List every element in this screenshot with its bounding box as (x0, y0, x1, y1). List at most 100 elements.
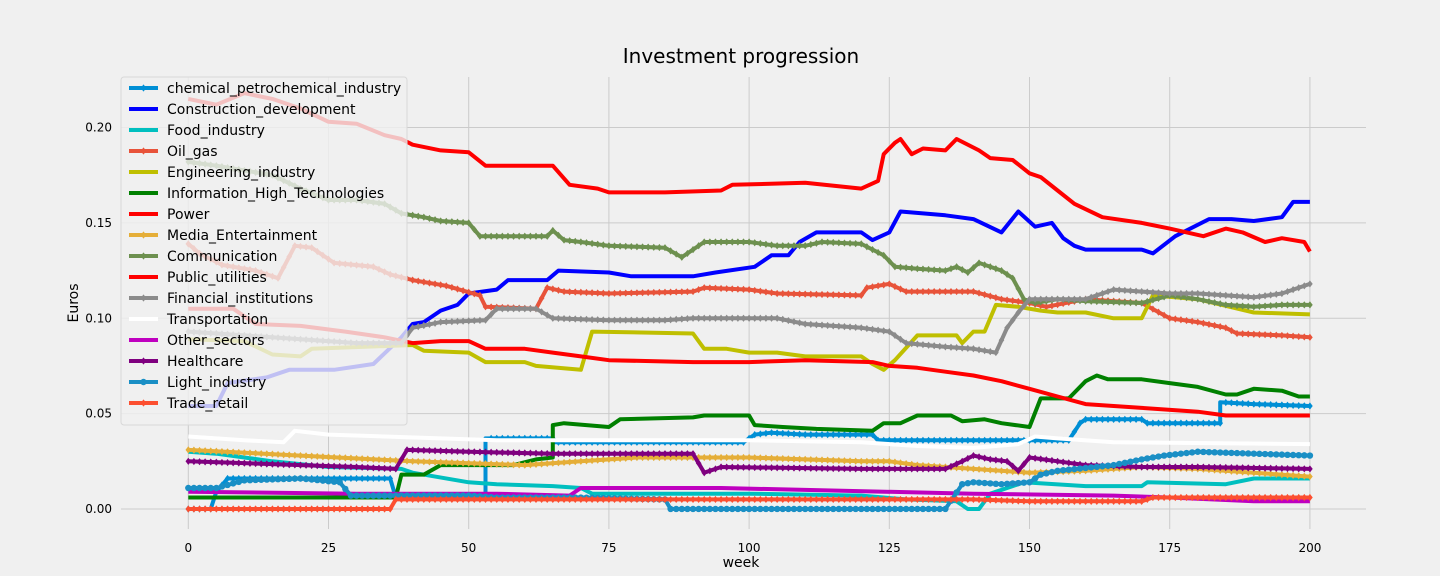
series-point (437, 217, 444, 225)
series-point (583, 288, 590, 297)
series-point (1222, 493, 1229, 502)
series-point (415, 212, 422, 220)
series-point (914, 340, 921, 348)
series-point (841, 291, 848, 299)
series-point (1161, 493, 1167, 502)
series-point (790, 505, 798, 513)
series-point (1200, 463, 1207, 471)
series-point (981, 436, 988, 444)
series-point (1155, 289, 1162, 297)
series-point (1082, 415, 1089, 423)
series-point (802, 455, 808, 463)
series-point (1054, 467, 1061, 475)
series-point (606, 289, 612, 298)
series-point (342, 505, 349, 513)
legend-label: Healthcare (167, 354, 243, 370)
series-point (1188, 449, 1196, 456)
series-point (359, 505, 365, 513)
series-point (1211, 493, 1218, 502)
series-point (819, 321, 825, 329)
series-point (707, 314, 713, 322)
series-point (493, 448, 500, 456)
series-point (886, 505, 893, 513)
series-point (516, 461, 522, 469)
series-point (779, 289, 786, 298)
series-point (1104, 462, 1112, 469)
series-point (1166, 289, 1173, 298)
series-point (1020, 479, 1028, 486)
series-point (880, 465, 887, 473)
series-point (1301, 282, 1308, 290)
x-tick-label: 25 (321, 541, 336, 555)
series-point (673, 450, 680, 458)
series-point (847, 323, 853, 331)
series-point (1262, 469, 1268, 478)
series-point (1037, 471, 1044, 478)
series-point (1155, 493, 1162, 502)
series-point (819, 456, 825, 464)
series-point (1026, 469, 1033, 477)
series-point (325, 462, 332, 470)
legend: chemical_petrochemical_industry Construct… (120, 76, 408, 426)
series-point (437, 458, 444, 466)
series-point (454, 285, 461, 293)
series-point (611, 242, 618, 250)
series-point (488, 303, 494, 311)
series-point (482, 460, 489, 468)
series-point (516, 305, 522, 313)
series-point (1144, 495, 1151, 504)
series-point (981, 291, 988, 299)
series-point (925, 505, 932, 513)
series-point (359, 463, 365, 471)
series-point (213, 458, 220, 466)
series-point (864, 495, 870, 504)
series-point (858, 291, 865, 299)
series-point (729, 314, 736, 322)
series-point (1065, 497, 1072, 505)
series-point (544, 232, 551, 240)
series-point (1127, 287, 1134, 295)
series-point (824, 505, 831, 513)
legend-item: Light_industry (129, 375, 266, 391)
legend-item: Information_High_Technologies (129, 186, 384, 202)
series-point (241, 449, 248, 457)
series-point (449, 447, 455, 455)
series-point (942, 343, 949, 351)
series-point (1032, 454, 1038, 462)
series-point (191, 446, 197, 454)
series-point (1043, 497, 1050, 505)
series-point (1267, 291, 1274, 299)
series-point (196, 458, 203, 466)
series-point (650, 288, 657, 297)
series-point (959, 480, 966, 488)
series-point (959, 436, 966, 444)
series-point (791, 242, 797, 250)
series-point (1009, 316, 1016, 324)
series-point (948, 265, 954, 273)
series-point (1290, 301, 1296, 309)
series-point (757, 239, 764, 248)
series-point (864, 465, 870, 473)
series-point (578, 315, 584, 323)
series-point (679, 288, 685, 296)
series-point (908, 460, 915, 468)
series-point (791, 290, 797, 298)
series-point (1054, 295, 1061, 303)
series-point (387, 465, 393, 473)
series-point (320, 453, 326, 461)
series-point (757, 505, 764, 513)
series-point (1105, 497, 1111, 505)
series-point (314, 505, 321, 513)
series-point (645, 495, 651, 504)
series-point (1273, 470, 1280, 478)
series-point (1273, 464, 1280, 472)
series-point (1194, 419, 1201, 427)
series-point (796, 242, 803, 250)
series-point (925, 265, 932, 274)
series-point (1307, 493, 1313, 502)
series-point (538, 308, 545, 316)
series-point (280, 460, 287, 469)
series-point (493, 232, 500, 240)
series-point (594, 450, 601, 458)
series-point (1228, 301, 1235, 309)
